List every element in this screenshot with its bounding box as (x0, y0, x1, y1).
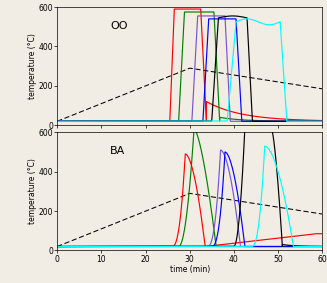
Text: BA: BA (110, 147, 126, 156)
X-axis label: time (min): time (min) (169, 265, 210, 274)
Y-axis label: temperature (°C): temperature (°C) (28, 33, 37, 99)
Y-axis label: temperature (°C): temperature (°C) (28, 158, 37, 224)
Text: OO: OO (110, 21, 128, 31)
